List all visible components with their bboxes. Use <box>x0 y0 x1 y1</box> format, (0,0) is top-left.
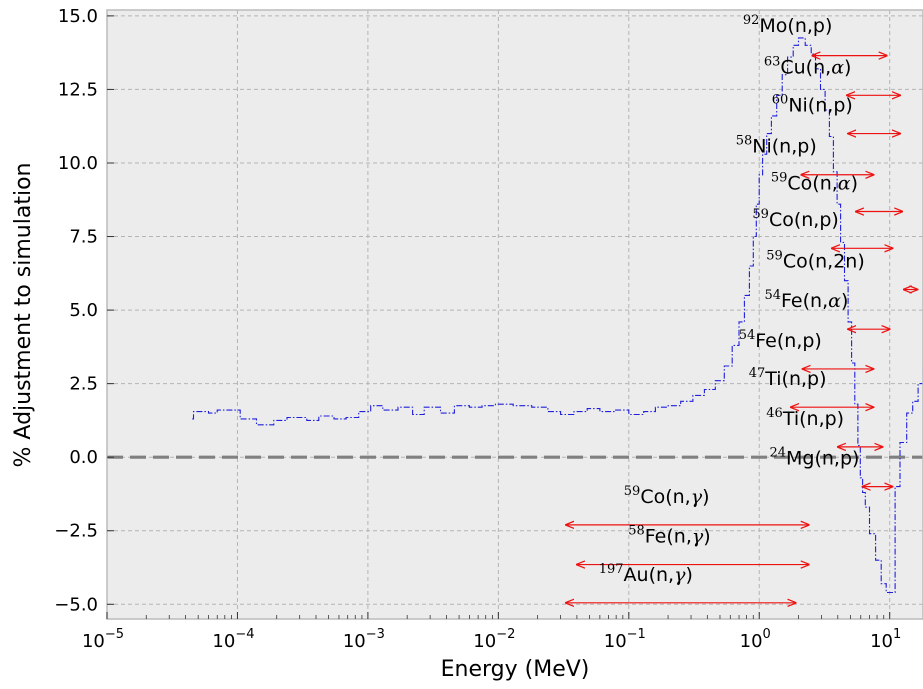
reaction-annotations: 92Mo(n,p) 63Cu(n,α) 60Ni(n,p) 58Ni(n,p) 59Co… <box>566 13 917 603</box>
adjustment-series-line <box>192 37 923 594</box>
reaction-annotation: 58Ni(n,p) <box>736 134 874 175</box>
x-axis-ticks: 10−5 10−4 10−3 10−2 10−1 100 101 <box>82 612 901 652</box>
y-tick-label: −5.0 <box>54 594 98 615</box>
reaction-annotation: 47Ti(n,p) <box>749 366 874 407</box>
reaction-label: 197Au(n,γ) <box>599 562 693 586</box>
y-tick-label: 12.5 <box>58 79 98 100</box>
reaction-label: 59Co(n,γ) <box>624 484 710 508</box>
reaction-annotation: 46Ti(n,p) <box>766 406 882 447</box>
reaction-annotation: 58Fe(n,γ) <box>577 524 809 565</box>
reaction-label: 47Ti(n,p) <box>749 366 827 390</box>
reaction-label: 59Co(n,α) <box>771 170 858 194</box>
reaction-annotation: 92Mo(n,p) <box>743 13 887 56</box>
reaction-label: 24Mg(n,p) <box>769 446 859 470</box>
grid <box>107 10 923 619</box>
x-tick-label: 101 <box>870 627 901 652</box>
y-tick-label: 2.5 <box>69 374 98 395</box>
y-axis-label: % Adjustment to simulation <box>11 163 36 468</box>
plot-background <box>107 10 923 619</box>
reaction-annotation: 59Co(n,γ) <box>566 484 809 525</box>
y-tick-label: 0.0 <box>69 447 98 468</box>
reaction-annotation: 54Fe(n,α) <box>764 288 889 329</box>
plot-frame <box>106 9 923 620</box>
reaction-label: 59Co(n,2n) <box>766 248 864 272</box>
y-tick-label: 7.5 <box>69 227 98 248</box>
y-tick-label: 15.0 <box>58 6 98 27</box>
x-tick-label: 10−3 <box>343 627 385 652</box>
x-tick-label: 10−5 <box>82 627 124 652</box>
reaction-annotation: 24Mg(n,p) <box>769 446 892 487</box>
x-tick-label: 10−2 <box>473 627 515 652</box>
reaction-annotation: 60Ni(n,p) <box>772 93 900 134</box>
reaction-annotation: 59Co(n,p) <box>752 207 892 248</box>
reaction-label: 60Ni(n,p) <box>772 93 853 117</box>
x-axis-label: Energy (MeV) <box>441 657 590 682</box>
reaction-annotation: 59Co(n,α) <box>771 170 902 211</box>
reaction-annotation: 63Cu(n,α) <box>764 54 900 95</box>
reaction-annotation: 54Fe(n,p) <box>739 328 874 369</box>
reaction-label: 59Co(n,p) <box>752 207 838 231</box>
reaction-label: 46Ti(n,p) <box>766 406 844 430</box>
x-tick-label: 100 <box>740 627 771 652</box>
reaction-label: 58Fe(n,γ) <box>628 524 710 548</box>
reaction-annotation: 197Au(n,γ) <box>566 562 796 603</box>
x-tick-label: 10−1 <box>604 627 646 652</box>
reaction-label: 54Fe(n,α) <box>764 288 848 312</box>
reaction-label: 58Ni(n,p) <box>736 134 817 158</box>
y-axis-ticks: 15.0 12.5 10.0 7.5 5.0 2.5 0.0 −2.5 −5.0 <box>54 6 114 615</box>
x-tick-label: 10−4 <box>212 627 254 652</box>
y-tick-label: 10.0 <box>58 153 98 174</box>
reaction-annotation: 59Co(n,2n) <box>766 248 917 289</box>
y-tick-label: −2.5 <box>54 521 98 542</box>
reaction-label: 92Mo(n,p) <box>743 13 833 37</box>
reaction-label: 54Fe(n,p) <box>739 328 822 352</box>
reaction-label: 63Cu(n,α) <box>764 54 852 78</box>
y-tick-label: 5.0 <box>69 300 98 321</box>
